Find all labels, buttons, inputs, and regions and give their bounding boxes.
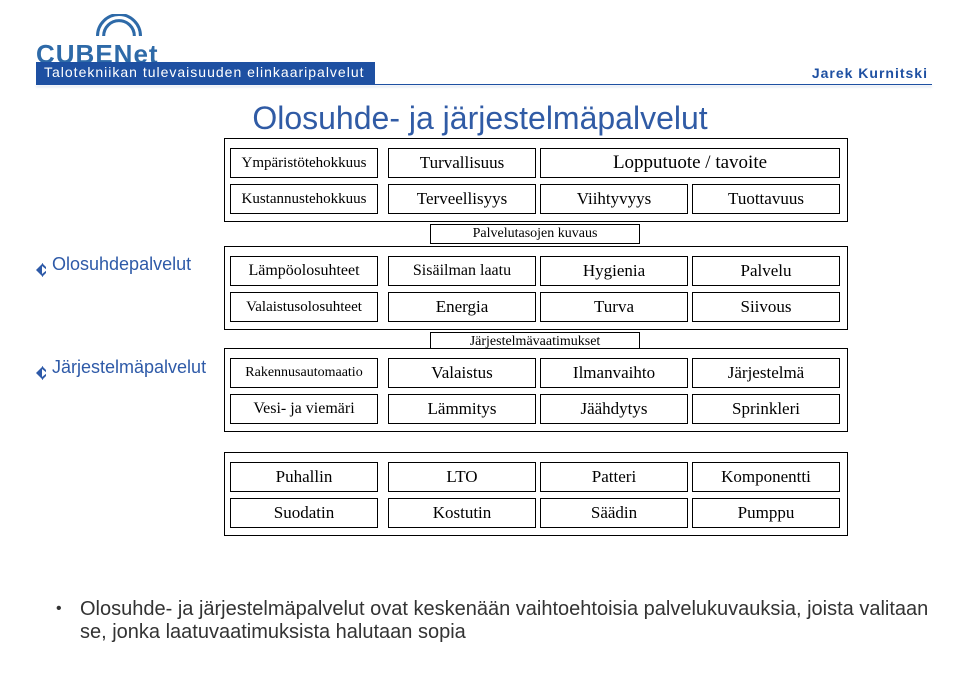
cell-r6b: Lämmitys <box>388 394 536 424</box>
cell-r3d: Palvelu <box>692 256 840 286</box>
cell-r6a: Vesi- ja viemäri <box>230 394 378 424</box>
cell-r1b: Turvallisuus <box>388 148 536 178</box>
cell-r1a: Ympäristötehokkuus <box>230 148 378 178</box>
cell-r4c: Turva <box>540 292 688 322</box>
cell-r5a: Rakennusautomaatio <box>230 358 378 388</box>
cell-r7d: Komponentti <box>692 462 840 492</box>
banner-palvelutasot: Palvelutasojen kuvaus <box>430 224 640 244</box>
page-title: Olosuhde- ja järjestelmäpalvelut <box>0 100 960 137</box>
cell-r4b: Energia <box>388 292 536 322</box>
cell-r4d: Siivous <box>692 292 840 322</box>
cell-r7a: Puhallin <box>230 462 378 492</box>
header-subtitle: Talotekniikan tulevaisuuden elinkaaripal… <box>36 62 375 84</box>
header-rule <box>36 84 932 85</box>
cell-r5d: Järjestelmä <box>692 358 840 388</box>
cell-r8b: Kostutin <box>388 498 536 528</box>
bullet-icon: • <box>56 600 62 618</box>
cell-r4a: Valaistusolosuhteet <box>230 292 378 322</box>
cell-r2c: Viihtyvyys <box>540 184 688 214</box>
cell-r8d: Pumppu <box>692 498 840 528</box>
cell-r3b: Sisäilman laatu <box>388 256 536 286</box>
cell-r5b: Valaistus <box>388 358 536 388</box>
cell-r5c: Ilmanvaihto <box>540 358 688 388</box>
cell-r1cd: Lopputuote / tavoite <box>540 148 840 178</box>
header-bar: Talotekniikan tulevaisuuden elinkaaripal… <box>36 62 932 84</box>
bullet-content: Olosuhde- ja järjestelmäpalvelut ovat ke… <box>80 598 928 643</box>
cell-r7c: Patteri <box>540 462 688 492</box>
cell-r8a: Suodatin <box>230 498 378 528</box>
cell-r7b: LTO <box>388 462 536 492</box>
cell-r3c: Hygienia <box>540 256 688 286</box>
cell-r2a: Kustannustehokkuus <box>230 184 378 214</box>
label-jarjestelma: Järjestelmäpalvelut <box>46 355 212 380</box>
cell-r6d: Sprinkleri <box>692 394 840 424</box>
cell-r3a: Lämpöolosuhteet <box>230 256 378 286</box>
cell-r2d: Tuottavuus <box>692 184 840 214</box>
header-author: Jarek Kurnitski <box>812 65 932 81</box>
cell-r8c: Säädin <box>540 498 688 528</box>
cell-r6c: Jäähdytys <box>540 394 688 424</box>
logo-arcs-icon <box>96 14 142 38</box>
bullet-text: • Olosuhde- ja järjestelmäpalvelut ovat … <box>80 598 930 644</box>
label-olosuhde: Olosuhdepalvelut <box>46 252 197 277</box>
cell-r2b: Terveellisyys <box>388 184 536 214</box>
